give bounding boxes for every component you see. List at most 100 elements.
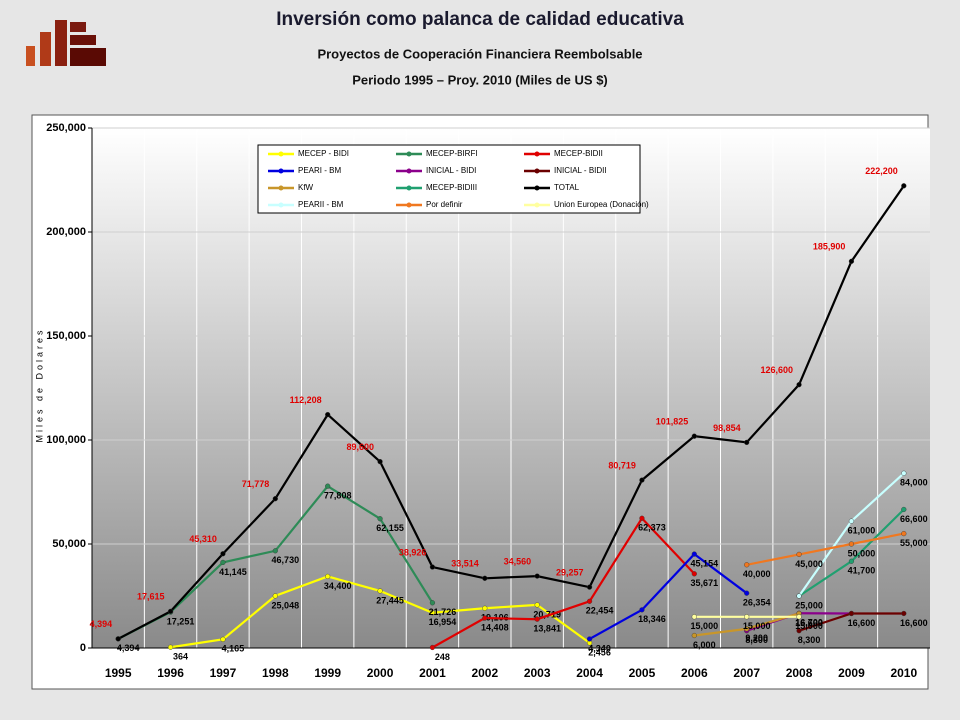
data-label: 15,000 bbox=[691, 621, 719, 631]
series-line bbox=[746, 532, 905, 566]
x-tick-label: 2005 bbox=[629, 666, 656, 680]
legend-label: MECEP-BIRFI bbox=[426, 149, 478, 158]
data-label: 16,954 bbox=[429, 617, 457, 627]
data-point bbox=[796, 593, 802, 599]
data-label: 4,165 bbox=[222, 644, 245, 654]
data-label: 15,000 bbox=[743, 621, 771, 631]
data-label: 248 bbox=[435, 652, 450, 662]
x-tick-label: 2006 bbox=[681, 666, 708, 680]
legend-label: Por definir bbox=[426, 200, 463, 209]
data-point bbox=[534, 573, 540, 579]
data-point bbox=[482, 575, 488, 581]
data-point bbox=[744, 439, 750, 445]
y-tick-label: 150,000 bbox=[46, 330, 86, 342]
data-point bbox=[586, 584, 593, 590]
series-line bbox=[431, 516, 696, 649]
data-point bbox=[167, 608, 174, 614]
data-point bbox=[691, 551, 697, 557]
data-point bbox=[691, 571, 697, 577]
data-label: 22,454 bbox=[586, 606, 614, 616]
data-label: 8,300 bbox=[745, 635, 768, 645]
data-label: 25,000 bbox=[795, 600, 823, 610]
data-point bbox=[691, 433, 697, 439]
data-label: 126,600 bbox=[761, 365, 794, 375]
data-label: 89,600 bbox=[347, 442, 375, 452]
data-label: 98,854 bbox=[713, 423, 741, 433]
data-point bbox=[220, 559, 226, 566]
data-label: 16,600 bbox=[900, 618, 928, 628]
data-point bbox=[325, 412, 331, 418]
subtitle: Proyectos de Cooperación Financiera Reem… bbox=[317, 46, 642, 61]
data-point bbox=[325, 483, 331, 489]
legend-marker bbox=[406, 151, 412, 157]
data-label: 17,251 bbox=[167, 616, 195, 626]
data-point bbox=[639, 515, 645, 521]
data-label: 41,145 bbox=[219, 567, 247, 577]
x-tick-label: 1999 bbox=[314, 666, 341, 680]
data-point bbox=[272, 496, 278, 502]
data-label: 55,000 bbox=[900, 538, 928, 548]
data-label: 66,600 bbox=[900, 514, 928, 524]
legend-marker bbox=[278, 168, 284, 174]
data-label: 45,154 bbox=[691, 558, 719, 568]
data-point bbox=[429, 610, 436, 616]
legend-marker bbox=[534, 202, 540, 208]
data-point bbox=[272, 548, 278, 554]
data-label: 185,900 bbox=[813, 242, 846, 252]
data-point bbox=[796, 551, 802, 558]
legend-marker bbox=[278, 185, 284, 191]
y-tick-label: 250,000 bbox=[46, 122, 86, 134]
data-label: 2,456 bbox=[588, 647, 611, 657]
data-point bbox=[744, 614, 750, 620]
data-label: 27,445 bbox=[376, 595, 404, 605]
data-label: 80,719 bbox=[608, 460, 636, 470]
x-tick-label: 2007 bbox=[733, 666, 760, 680]
data-label: 8,300 bbox=[798, 635, 821, 645]
legend-marker bbox=[278, 202, 284, 208]
y-tick-label: 100,000 bbox=[46, 434, 86, 446]
legend-label: TOTAL bbox=[554, 183, 580, 192]
legend-label: PEARII - BM bbox=[298, 200, 344, 209]
legend-label: INICIAL - BIDI bbox=[426, 166, 476, 175]
legend-label: Union Europea (Donación) bbox=[554, 200, 649, 209]
data-label: 15,000 bbox=[795, 621, 823, 631]
data-point bbox=[796, 628, 802, 634]
y-axis-label: Miles de Dolares bbox=[34, 327, 44, 442]
data-label: 18,346 bbox=[638, 614, 666, 624]
data-point bbox=[272, 593, 278, 599]
data-label: 35,671 bbox=[691, 578, 719, 588]
data-point bbox=[377, 459, 383, 465]
series-line bbox=[117, 185, 905, 640]
data-point bbox=[901, 470, 907, 476]
data-label: 40,000 bbox=[743, 569, 771, 579]
data-point bbox=[429, 564, 436, 570]
data-label: 84,000 bbox=[900, 478, 928, 488]
data-label: 20,719 bbox=[533, 609, 561, 619]
data-point bbox=[586, 636, 593, 642]
y-tick-label: 50,000 bbox=[52, 538, 86, 550]
data-label: 62,373 bbox=[638, 523, 666, 533]
data-label: 364 bbox=[173, 652, 188, 662]
data-point bbox=[901, 183, 907, 189]
data-point bbox=[482, 615, 488, 621]
data-point bbox=[167, 644, 174, 650]
data-label: 16,700 bbox=[795, 618, 823, 628]
data-point bbox=[482, 605, 488, 611]
legend-label: INICIAL - BIDII bbox=[554, 166, 607, 175]
data-label: 4,394 bbox=[117, 643, 140, 653]
data-label: 4,340 bbox=[588, 643, 611, 653]
x-tick-label: 2009 bbox=[838, 666, 865, 680]
data-point bbox=[220, 636, 226, 642]
title: Inversión como palanca de calidad educat… bbox=[276, 9, 684, 30]
data-label: 34,400 bbox=[324, 581, 352, 591]
y-tick-label: 0 bbox=[80, 642, 86, 654]
legend-label: MECEP-BIDII bbox=[554, 149, 603, 158]
data-point bbox=[325, 573, 331, 580]
period: Periodo 1995 – Proy. 2010 (Miles de US $… bbox=[352, 72, 608, 87]
data-label: 41,700 bbox=[848, 566, 876, 576]
data-label: 21,726 bbox=[429, 607, 457, 617]
x-tick-label: 2002 bbox=[471, 666, 498, 680]
data-label: 29,257 bbox=[556, 568, 584, 578]
data-label: 71,778 bbox=[242, 479, 270, 489]
